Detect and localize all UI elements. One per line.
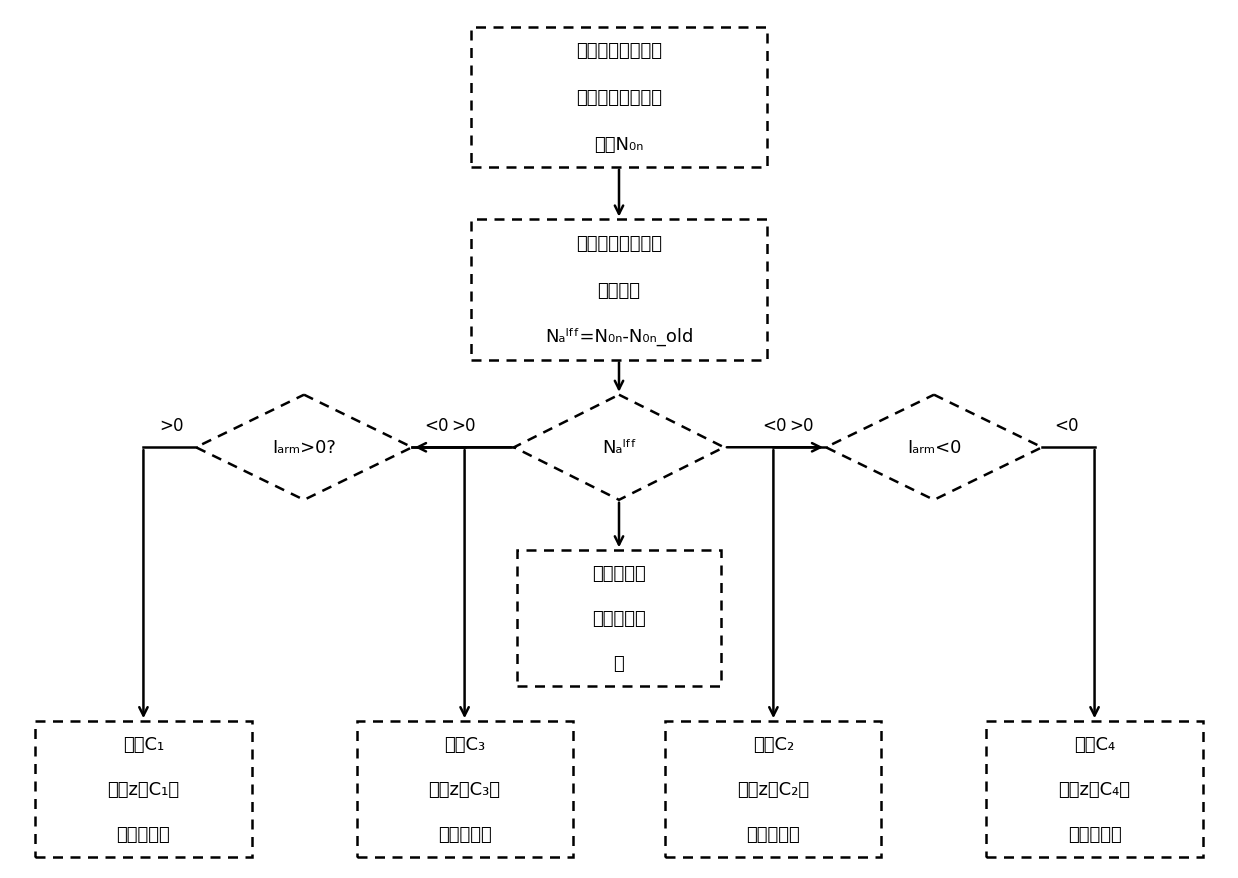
Text: 接收到控制层得到: 接收到控制层得到 <box>576 42 662 60</box>
Text: 个数N₀ₙ: 个数N₀ₙ <box>594 135 644 154</box>
Text: 插入z个C₃最: 插入z个C₃最 <box>428 780 500 798</box>
Text: <0: <0 <box>1055 417 1078 435</box>
Bar <box>987 721 1202 857</box>
Text: 的桥臂子模块投入: 的桥臂子模块投入 <box>576 89 662 106</box>
Bar <box>470 220 768 360</box>
Text: Nₐᴵᶠᶠ: Nₐᴵᶠᶠ <box>602 439 636 457</box>
Text: 低的子模块: 低的子模块 <box>116 825 171 843</box>
Text: 小的子模块: 小的子模块 <box>1067 825 1122 843</box>
Polygon shape <box>826 395 1042 500</box>
Text: 变: 变 <box>614 655 624 673</box>
Polygon shape <box>514 395 724 500</box>
Bar <box>470 27 768 168</box>
Text: 计算C₂: 计算C₂ <box>753 735 794 752</box>
Bar <box>665 721 881 857</box>
Text: 模块状态不: 模块状态不 <box>592 609 646 628</box>
Bar <box>357 721 573 857</box>
Text: <0: <0 <box>425 417 449 435</box>
Text: Iₐᵣₘ<0: Iₐᵣₘ<0 <box>906 439 961 457</box>
Text: 低的子模块: 低的子模块 <box>438 825 491 843</box>
Text: 量的变化: 量的变化 <box>598 281 640 299</box>
Bar <box>517 551 721 687</box>
Text: 维持现有子: 维持现有子 <box>592 565 646 582</box>
Text: >0: >0 <box>451 417 475 435</box>
Text: 计算子模块投入数: 计算子模块投入数 <box>576 234 662 253</box>
Text: 计算C₃: 计算C₃ <box>444 735 485 752</box>
Text: 旁路z个C₂最: 旁路z个C₂最 <box>738 780 810 798</box>
Text: >0: >0 <box>160 417 183 435</box>
Text: 低的子模块: 低的子模块 <box>747 825 800 843</box>
Bar <box>36 721 251 857</box>
Text: 旁路z个C₄最: 旁路z个C₄最 <box>1058 780 1130 798</box>
Text: 计算C₄: 计算C₄ <box>1075 735 1115 752</box>
Text: 计算C₁: 计算C₁ <box>123 735 165 752</box>
Text: >0: >0 <box>789 417 813 435</box>
Text: Iₐᵣₘ>0?: Iₐᵣₘ>0? <box>272 439 335 457</box>
Text: Nₐᴵᶠᶠ=N₀ₙ-N₀ₙ_old: Nₐᴵᶠᶠ=N₀ₙ-N₀ₙ_old <box>545 327 693 346</box>
Text: 插入z个C₁最: 插入z个C₁最 <box>108 780 180 798</box>
Polygon shape <box>196 395 412 500</box>
Text: <0: <0 <box>763 417 787 435</box>
